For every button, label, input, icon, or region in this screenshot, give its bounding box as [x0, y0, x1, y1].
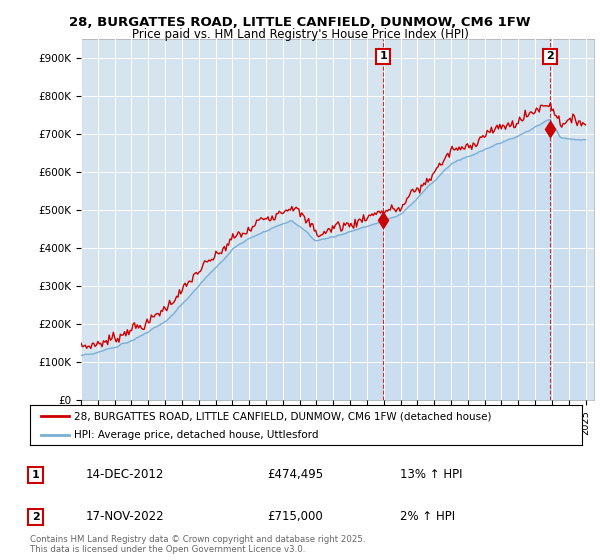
Text: 14-DEC-2012: 14-DEC-2012	[85, 469, 164, 482]
Text: 2% ↑ HPI: 2% ↑ HPI	[400, 511, 455, 524]
Text: Price paid vs. HM Land Registry's House Price Index (HPI): Price paid vs. HM Land Registry's House …	[131, 28, 469, 41]
Text: 2: 2	[546, 52, 554, 61]
Text: £715,000: £715,000	[268, 511, 323, 524]
Text: £474,495: £474,495	[268, 469, 323, 482]
Text: 1: 1	[379, 52, 387, 61]
Text: 28, BURGATTES ROAD, LITTLE CANFIELD, DUNMOW, CM6 1FW: 28, BURGATTES ROAD, LITTLE CANFIELD, DUN…	[69, 16, 531, 29]
Text: Contains HM Land Registry data © Crown copyright and database right 2025.
This d: Contains HM Land Registry data © Crown c…	[30, 535, 365, 554]
Text: 17-NOV-2022: 17-NOV-2022	[85, 511, 164, 524]
Text: 2: 2	[32, 512, 40, 522]
Text: 13% ↑ HPI: 13% ↑ HPI	[400, 469, 463, 482]
Text: HPI: Average price, detached house, Uttlesford: HPI: Average price, detached house, Uttl…	[74, 430, 319, 440]
Text: 28, BURGATTES ROAD, LITTLE CANFIELD, DUNMOW, CM6 1FW (detached house): 28, BURGATTES ROAD, LITTLE CANFIELD, DUN…	[74, 411, 491, 421]
Text: 1: 1	[32, 470, 40, 480]
